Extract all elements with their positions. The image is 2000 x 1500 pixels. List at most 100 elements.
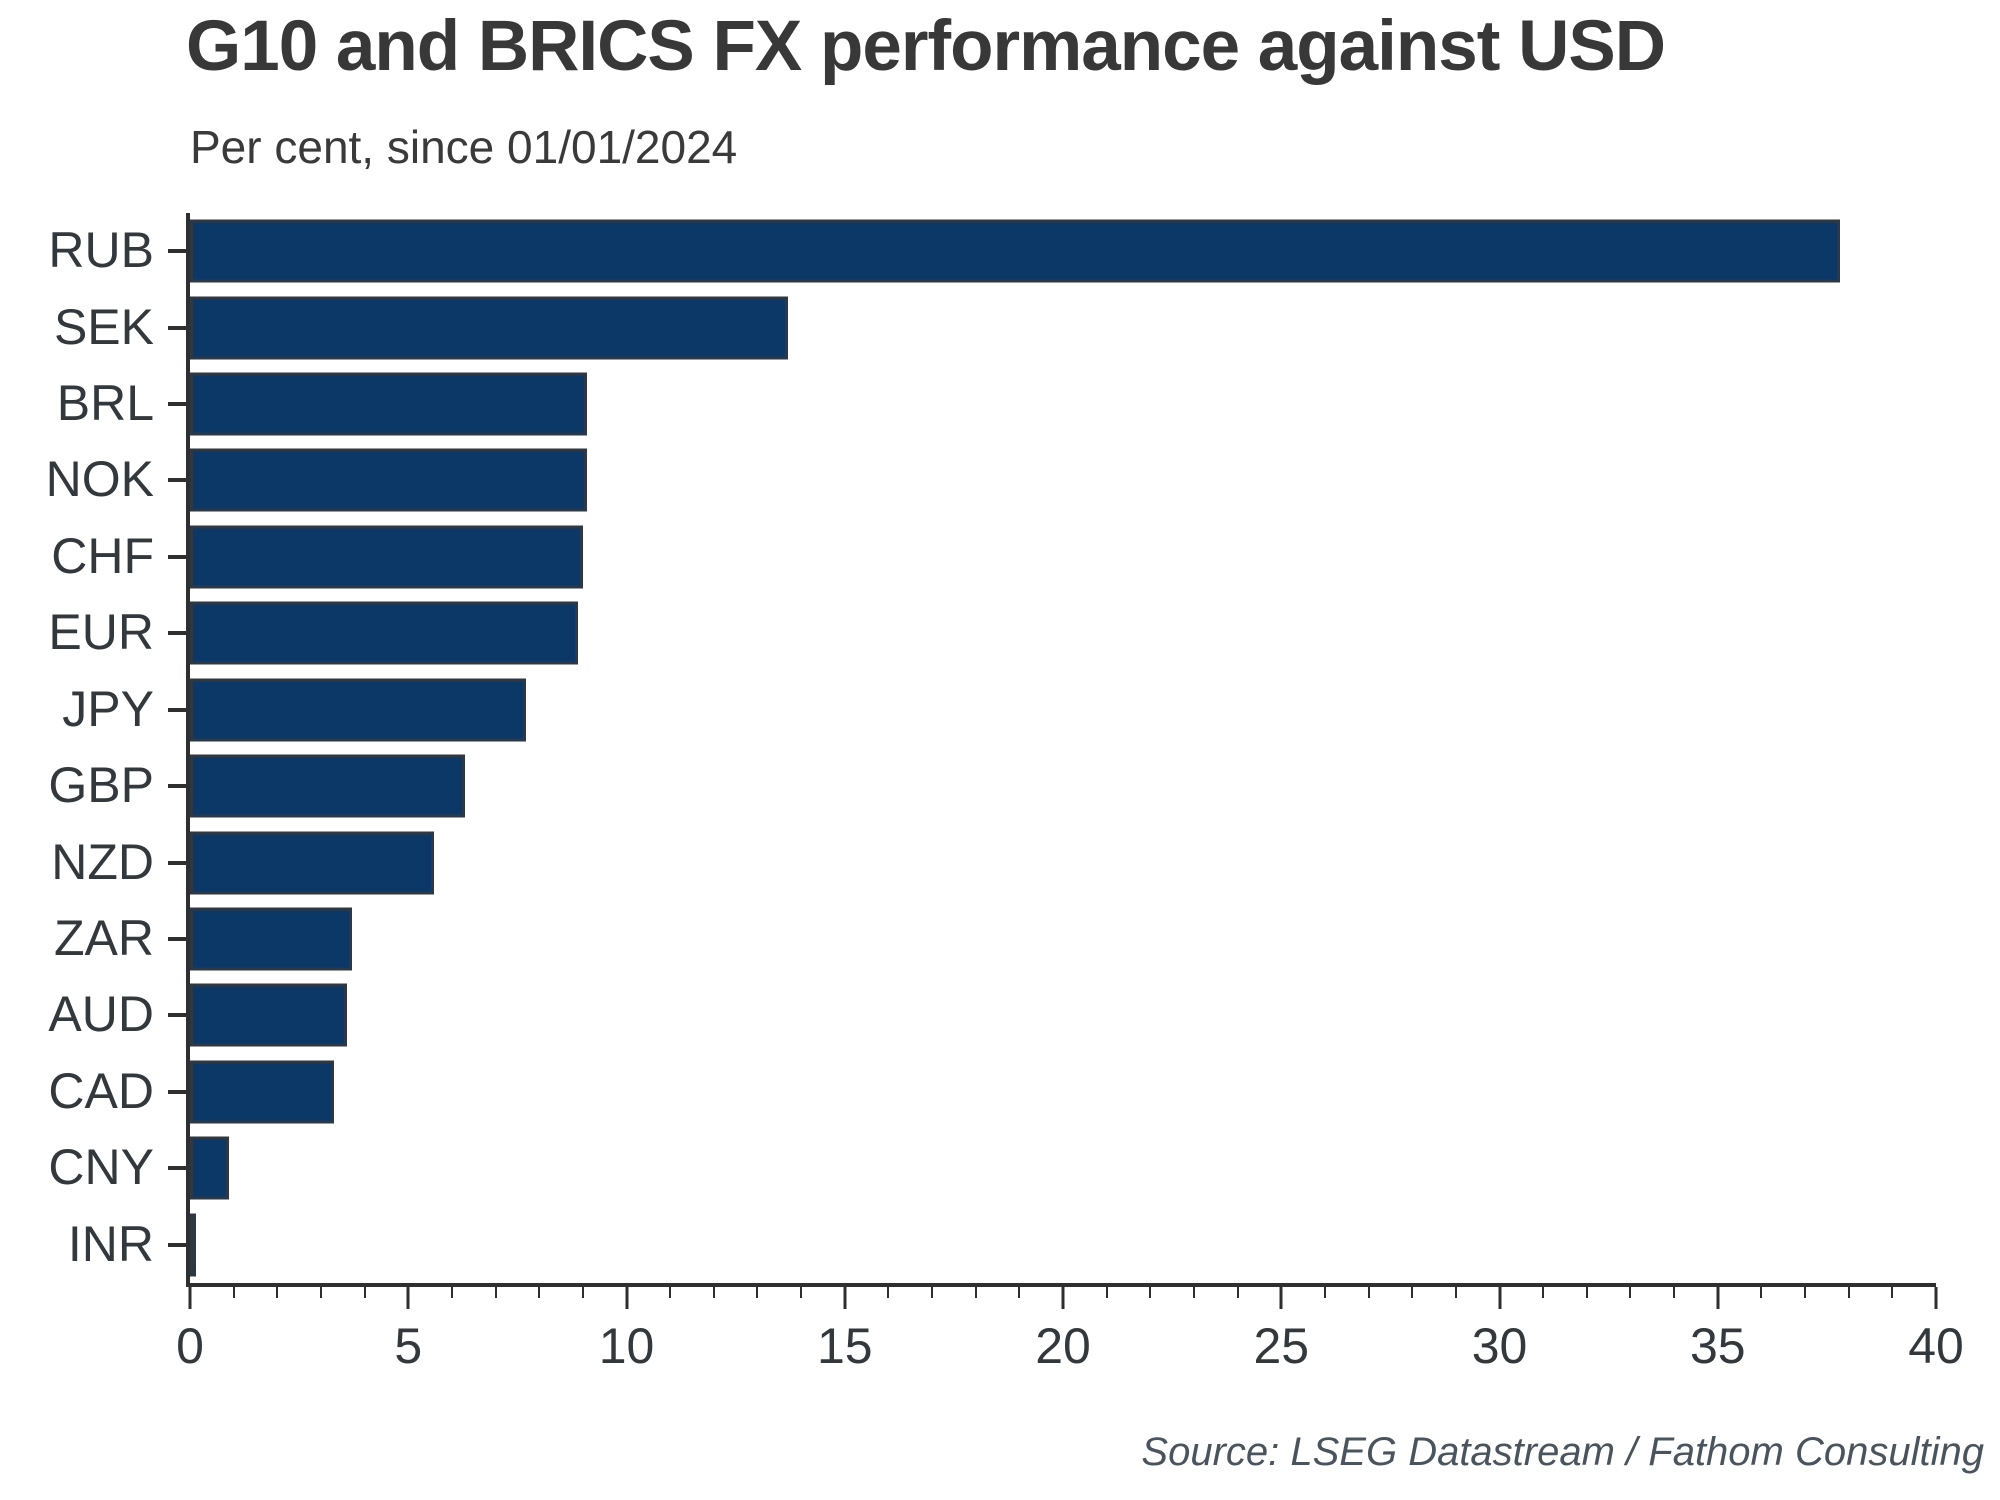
x-minor-tick bbox=[1149, 1287, 1152, 1298]
bar-row: INR bbox=[68, 1207, 1936, 1283]
y-tick-mark bbox=[168, 1166, 190, 1171]
bar-row: CHF bbox=[51, 519, 1936, 595]
bar-row: BRL bbox=[57, 366, 1936, 442]
y-tick-mark bbox=[168, 478, 190, 483]
bar-eur bbox=[190, 601, 579, 665]
bar-cny bbox=[190, 1136, 230, 1200]
x-tick-label: 20 bbox=[1035, 1318, 1091, 1374]
y-axis-label: NOK bbox=[45, 451, 154, 508]
x-tick-label: 40 bbox=[1908, 1318, 1964, 1374]
x-minor-tick bbox=[581, 1287, 584, 1298]
bar-row: NZD bbox=[51, 824, 1936, 900]
bar-chart-plot-area: RUB SEK BRL NOK CHF EUR JPY GBP NZD ZAR AUD CAD CNY I… bbox=[46, 213, 1964, 1374]
x-major-tick bbox=[1934, 1287, 1938, 1309]
y-axis-label: GBP bbox=[48, 757, 154, 814]
x-minor-tick bbox=[1236, 1287, 1239, 1298]
y-axis-label: CNY bbox=[48, 1139, 154, 1196]
x-minor-tick bbox=[363, 1287, 366, 1298]
x-minor-tick bbox=[1367, 1287, 1370, 1298]
x-minor-tick bbox=[319, 1287, 322, 1298]
x-tick-label: 35 bbox=[1689, 1318, 1746, 1374]
x-minor-tick bbox=[232, 1287, 235, 1298]
x-minor-tick bbox=[450, 1287, 453, 1298]
y-tick-mark bbox=[168, 937, 190, 942]
y-tick-mark bbox=[168, 784, 190, 789]
x-major-tick bbox=[1716, 1287, 1720, 1309]
y-axis-label: JPY bbox=[62, 680, 154, 737]
x-minor-tick bbox=[538, 1287, 541, 1298]
y-tick-mark bbox=[168, 1089, 190, 1094]
x-minor-tick bbox=[1891, 1287, 1894, 1298]
bar-row: CAD bbox=[48, 1054, 1936, 1130]
bar-nok bbox=[190, 448, 588, 512]
bar-sek bbox=[190, 296, 788, 360]
source-attribution: Source: LSEG Datastream / Fathom Consult… bbox=[1141, 1430, 1984, 1474]
x-major-tick bbox=[625, 1287, 628, 1309]
bar-nzd bbox=[190, 831, 435, 895]
bar-row: GBP bbox=[48, 748, 1936, 824]
bar-row: RUB bbox=[48, 213, 1936, 289]
y-tick-mark bbox=[168, 402, 190, 407]
x-major-tick bbox=[1279, 1287, 1283, 1309]
x-tick-label: 30 bbox=[1471, 1318, 1528, 1374]
x-major-tick bbox=[1498, 1287, 1501, 1309]
bar-row: JPY bbox=[62, 672, 1936, 748]
x-minor-tick bbox=[1760, 1287, 1763, 1298]
x-tick-label: 10 bbox=[598, 1318, 655, 1374]
x-minor-tick bbox=[1105, 1287, 1108, 1298]
x-minor-tick bbox=[1629, 1287, 1632, 1298]
bar-jpy bbox=[190, 678, 527, 742]
x-tick-label: 5 bbox=[394, 1318, 423, 1374]
x-minor-tick bbox=[712, 1287, 715, 1298]
x-major-tick bbox=[406, 1287, 410, 1309]
y-axis-label: AUD bbox=[48, 986, 154, 1043]
y-tick-mark bbox=[168, 707, 190, 712]
bar-cad bbox=[190, 1060, 335, 1124]
x-minor-tick bbox=[756, 1287, 759, 1298]
y-tick-mark bbox=[168, 860, 190, 865]
x-minor-tick bbox=[1411, 1287, 1414, 1298]
x-minor-tick bbox=[1454, 1287, 1457, 1298]
bar-zar bbox=[190, 907, 352, 971]
x-minor-tick bbox=[1192, 1287, 1195, 1298]
y-tick-mark bbox=[168, 249, 190, 254]
bar-row: CNY bbox=[48, 1130, 1936, 1206]
x-minor-tick bbox=[1804, 1287, 1807, 1298]
y-tick-mark bbox=[168, 325, 190, 330]
x-axis: 0 5 10 15 20 25 30 35 40 bbox=[176, 1287, 1964, 1407]
bar-row: NOK bbox=[46, 442, 1936, 518]
x-minor-tick bbox=[1673, 1287, 1676, 1298]
x-minor-tick bbox=[931, 1287, 934, 1298]
bar-brl bbox=[190, 372, 588, 436]
bar-row: AUD bbox=[48, 977, 1936, 1053]
y-axis-label: ZAR bbox=[54, 909, 154, 966]
bar-gbp bbox=[190, 754, 465, 818]
bar-row: ZAR bbox=[54, 901, 1936, 977]
bar-inr bbox=[190, 1213, 196, 1277]
bar-rub bbox=[190, 219, 1840, 283]
x-minor-tick bbox=[669, 1287, 672, 1298]
y-axis-label: BRL bbox=[56, 374, 154, 431]
x-major-tick bbox=[1061, 1287, 1065, 1309]
x-tick-label: 0 bbox=[176, 1318, 204, 1374]
bar-row: SEK bbox=[54, 289, 1936, 365]
y-axis-label: CAD bbox=[48, 1062, 154, 1119]
x-minor-tick bbox=[887, 1287, 890, 1298]
x-minor-tick bbox=[1585, 1287, 1588, 1298]
bar-chf bbox=[190, 525, 583, 589]
x-major-tick bbox=[188, 1287, 192, 1309]
chart-subtitle: Per cent, since 01/01/2024 bbox=[190, 121, 738, 173]
y-axis-label: SEK bbox=[53, 298, 154, 355]
y-axis-label: NZD bbox=[51, 833, 154, 890]
y-tick-mark bbox=[168, 1013, 190, 1018]
x-minor-tick bbox=[1018, 1287, 1021, 1298]
x-minor-tick bbox=[974, 1287, 977, 1298]
x-tick-label: 25 bbox=[1253, 1318, 1310, 1374]
y-axis-label: CHF bbox=[51, 527, 154, 584]
chart-title: G10 and BRICS FX performance against USD bbox=[186, 7, 1666, 86]
x-minor-tick bbox=[1847, 1287, 1850, 1298]
x-minor-tick bbox=[276, 1287, 279, 1298]
x-minor-tick bbox=[494, 1287, 497, 1298]
y-axis-label: INR bbox=[67, 1215, 154, 1272]
